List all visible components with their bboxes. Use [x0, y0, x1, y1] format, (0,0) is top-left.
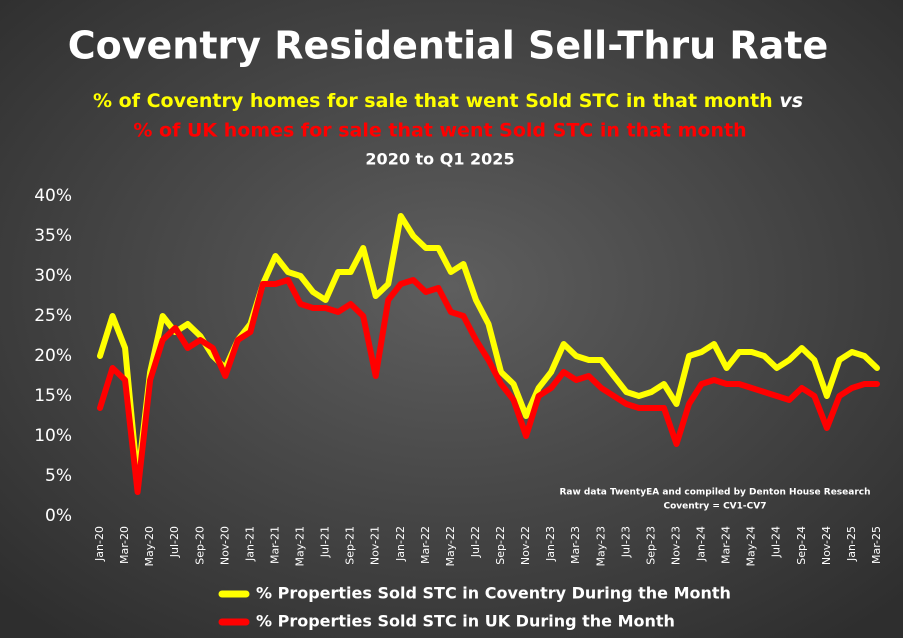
series-line — [97, 277, 880, 495]
x-tick-label: Nov-24 — [820, 526, 833, 565]
x-tick-label: Jan-23 — [544, 526, 557, 562]
x-tick-label: Jan-24 — [695, 526, 708, 562]
y-tick-label: 25% — [34, 306, 72, 326]
legend-label: % Properties Sold STC in Coventry During… — [256, 584, 731, 603]
y-tick-label: 20% — [34, 346, 72, 366]
x-tick-label: May-22 — [444, 526, 457, 567]
x-tick-label: May-21 — [294, 526, 307, 567]
x-tick-label: Sep-22 — [494, 526, 507, 565]
x-tick-label: Nov-20 — [218, 526, 231, 565]
x-tick-label: May-24 — [745, 526, 758, 567]
x-tick-label: Jan-21 — [243, 526, 256, 562]
x-tick-label: Jul-24 — [770, 526, 783, 558]
y-tick-label: 15% — [34, 386, 72, 406]
x-tick-label: Jan-25 — [845, 526, 858, 562]
subtitle: % of Coventry homes for sale that went S… — [93, 90, 803, 112]
x-tick-label: Mar-24 — [720, 526, 733, 564]
x-tick-label: Nov-22 — [519, 526, 532, 565]
x-tick-label: Mar-21 — [268, 526, 281, 564]
subtitle-line: % of Coventry homes for sale that went S… — [93, 90, 773, 112]
chart-title: Coventry Residential Sell-Thru Rate — [68, 24, 829, 68]
annotation: Coventry = CV1-CV7 — [664, 502, 767, 512]
x-tick-label: May-23 — [594, 526, 607, 567]
x-tick-label: Nov-21 — [369, 526, 382, 565]
x-tick-label: Jan-22 — [394, 526, 407, 562]
y-tick-label: 5% — [45, 466, 72, 486]
y-tick-label: 40% — [34, 186, 72, 206]
x-tick-label: Mar-20 — [118, 526, 131, 564]
y-tick-label: 0% — [45, 506, 72, 526]
x-tick-label: Sep-24 — [795, 526, 808, 565]
x-tick-label: Sep-21 — [344, 526, 357, 565]
y-tick-label: 30% — [34, 266, 72, 286]
x-tick-label: Jul-22 — [469, 526, 482, 558]
x-tick-label: Sep-23 — [644, 526, 657, 565]
x-tick-label: Jul-23 — [619, 526, 632, 558]
x-tick-label: May-20 — [143, 526, 156, 567]
x-tick-label: Jul-21 — [319, 526, 332, 558]
legend-label: % Properties Sold STC in UK During the M… — [256, 612, 675, 631]
x-tick-label: Mar-23 — [569, 526, 582, 564]
annotation: Raw data TwentyEA and compiled by Denton… — [559, 488, 870, 498]
x-tick-label: Jul-20 — [168, 526, 181, 558]
subtitle-vs: vs — [779, 90, 803, 112]
x-tick-label: Sep-20 — [193, 526, 206, 565]
y-tick-label: 10% — [34, 426, 72, 446]
period-label: 2020 to Q1 2025 — [365, 150, 514, 169]
x-tick-label: Nov-23 — [669, 526, 682, 565]
x-tick-label: Mar-25 — [870, 526, 883, 564]
y-tick-label: 35% — [34, 226, 72, 246]
x-tick-label: Jan-20 — [93, 526, 106, 562]
subtitle-line: % of UK homes for sale that went Sold ST… — [133, 120, 746, 142]
x-tick-label: Mar-22 — [419, 526, 432, 564]
